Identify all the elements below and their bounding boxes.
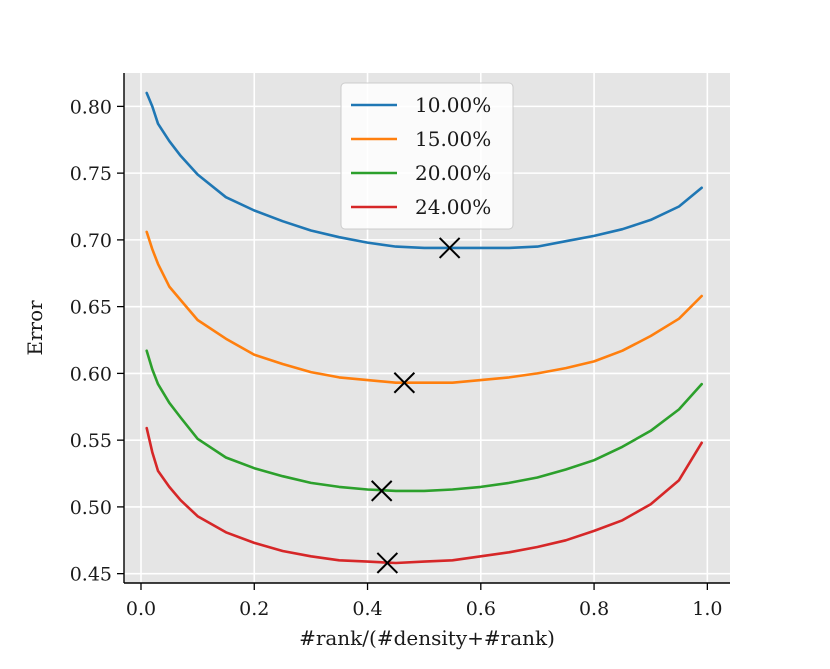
series-line-4: [145, 426, 703, 565]
axes: [123, 73, 730, 584]
series-line-2: [145, 230, 703, 384]
minimum-marker-stroke: [438, 237, 461, 259]
minimum-marker: [393, 372, 416, 394]
x-tick-label: 1.0: [692, 598, 722, 620]
series-line-1: [145, 91, 703, 250]
y-tick-label: 0.55: [70, 430, 112, 452]
y-tick-label: 0.50: [70, 497, 112, 519]
tick-labels: 0.0 0.2 0.4 0.6 0.8 1.0 0.45 0.50 0.55 0.60 0.65 0.…: [70, 96, 723, 620]
y-tick-label: 0.60: [70, 363, 112, 385]
y-tick-label: 0.65: [70, 297, 112, 319]
legend-label: 20.00%: [415, 161, 491, 185]
minimum-marker-stroke: [376, 552, 399, 574]
y-tick-label: 0.75: [70, 163, 112, 185]
minimum-markers: [370, 237, 461, 574]
legend: 10.00% 15.00% 20.00% 24.00%: [340, 82, 514, 230]
minimum-marker: [376, 552, 399, 574]
minimum-marker: [370, 480, 393, 502]
y-tick-label: 0.45: [70, 564, 112, 586]
y-tick-label: 0.70: [70, 230, 112, 252]
y-tick-label: 0.80: [70, 96, 112, 118]
x-tick-label: 0.4: [352, 598, 382, 620]
minimum-marker: [438, 237, 461, 259]
x-tick-label: 0.0: [126, 598, 156, 620]
x-axis-label: #rank/(#density+#rank): [299, 626, 555, 650]
x-tick-label: 0.2: [239, 598, 269, 620]
x-tick-label: 0.8: [579, 598, 609, 620]
legend-box: [340, 82, 514, 230]
minimum-marker-stroke: [370, 480, 393, 502]
minimum-marker-stroke: [393, 372, 416, 394]
legend-label: 10.00%: [415, 93, 491, 117]
y-axis-label: Error: [23, 300, 47, 356]
x-tick-label: 0.6: [466, 598, 496, 620]
legend-label: 24.00%: [415, 195, 491, 219]
legend-label: 15.00%: [415, 127, 491, 151]
